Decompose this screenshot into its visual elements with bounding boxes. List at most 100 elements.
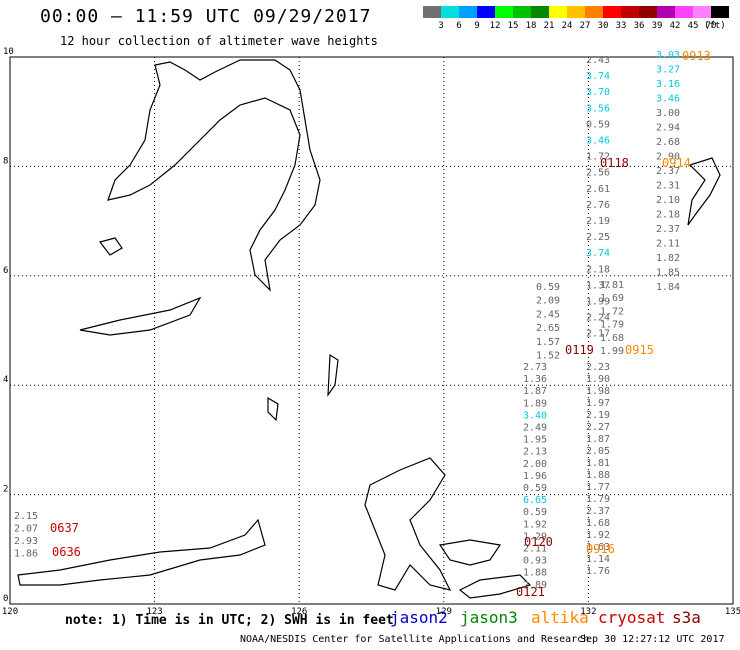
- wave-height-value: 1.99: [600, 346, 624, 357]
- legend-item-cryosat: cryosat: [598, 608, 666, 627]
- coastline: [17, 518, 266, 586]
- wave-height-value: 2.19: [586, 410, 610, 421]
- wave-height-value: 1.63: [586, 542, 610, 553]
- wave-height-value: 2.61: [586, 184, 610, 195]
- colorbar-swatch: [693, 6, 711, 18]
- wave-height-value: 2.76: [586, 200, 610, 211]
- wave-height-value: 3.46: [586, 136, 610, 147]
- wave-height-value: 2.68: [656, 137, 680, 148]
- wave-height-value: 2.24: [586, 313, 610, 324]
- wave-height-value: 3.74: [586, 71, 610, 82]
- wave-height-value: 1.72: [600, 306, 624, 317]
- coastline: [458, 574, 532, 599]
- wave-height-value: 2.94: [656, 123, 680, 134]
- y-tick-label: 2: [3, 485, 8, 495]
- wave-height-value: 2.10: [656, 195, 680, 206]
- x-tick-label: 126: [291, 607, 307, 617]
- colorbar-swatch: [639, 6, 657, 18]
- colorbar-swatch: [567, 6, 585, 18]
- wave-height-value: 2.17: [586, 329, 610, 340]
- legend-item-jason2: jason2: [390, 608, 448, 627]
- coastline: [687, 157, 721, 226]
- colorbar-label: 39: [651, 21, 663, 31]
- wave-height-value: 1.52: [536, 351, 560, 362]
- wave-height-value: 2.05: [586, 446, 610, 457]
- legend-item-s3a: s3a: [672, 608, 701, 627]
- wave-height-value: 3.40: [523, 410, 547, 421]
- wave-height-value: 1.81: [586, 458, 610, 469]
- wave-height-value: 2.27: [586, 422, 610, 433]
- wave-height-value: 2.00: [523, 459, 547, 470]
- wave-height-value: 1.77: [586, 482, 610, 493]
- wave-height-value: 2.45: [536, 309, 560, 320]
- wave-height-value: 1.88: [586, 470, 610, 481]
- wave-height-value: 1.79: [586, 494, 610, 505]
- wave-height-value: 3.74: [586, 248, 610, 259]
- colorbar-label: 9: [474, 21, 480, 31]
- wave-height-value: 1.85: [656, 268, 680, 279]
- pass-time-label: 0637: [50, 521, 79, 535]
- wave-height-value: 1.97: [586, 398, 610, 409]
- wave-height-value: 2.65: [536, 323, 560, 334]
- pass-time-label: 0121: [516, 585, 545, 599]
- wave-height-value: 1.84: [656, 282, 680, 293]
- wave-height-value: 2.31: [656, 181, 680, 192]
- y-tick-label: 6: [3, 266, 8, 276]
- wave-height-value: 1.72: [586, 152, 610, 163]
- wave-height-value: 2.56: [586, 168, 610, 179]
- x-tick-label: 129: [436, 607, 452, 617]
- pass-time-label: 0120: [524, 535, 553, 549]
- wave-height-value: 1.57: [536, 337, 560, 348]
- colorbar-label: 21: [543, 21, 555, 31]
- wave-height-value: 1.92: [586, 530, 610, 541]
- x-tick-label: 132: [580, 607, 596, 617]
- wave-height-value: 1.37: [586, 280, 610, 291]
- coastline: [364, 457, 452, 591]
- wave-height-value: 1.98: [586, 386, 610, 397]
- wave-height-value: 2.37: [656, 224, 680, 235]
- colorbar-swatch: [621, 6, 639, 18]
- wave-height-value: 2.19: [586, 216, 610, 227]
- wave-height-value: 0.59: [523, 483, 547, 494]
- wave-height-value: 3.46: [656, 94, 680, 105]
- wave-height-value: 2.11: [523, 544, 547, 555]
- wave-height-value: 1.96: [523, 471, 547, 482]
- coastline: [438, 539, 502, 566]
- wave-height-value: 2.49: [523, 423, 547, 434]
- wave-height-value: 1.68: [586, 518, 610, 529]
- y-tick-label: 10: [3, 47, 14, 57]
- wave-height-value: 1.14: [586, 554, 610, 565]
- wave-height-value: 0.59: [536, 282, 560, 293]
- colorbar-swatch: [477, 6, 495, 18]
- wave-height-value: 2.37: [656, 166, 680, 177]
- colorbar: [423, 6, 729, 18]
- wave-height-value: 2.90: [656, 152, 680, 163]
- coastline: [327, 353, 339, 398]
- wave-height-value: 2.11: [656, 239, 680, 250]
- wave-height-value: 0.59: [523, 507, 547, 518]
- wave-height-value: 2.18: [586, 264, 610, 275]
- colorbar-swatch: [423, 6, 441, 18]
- pass-time-label: 0914: [662, 156, 691, 170]
- credit-text: NOAA/NESDIS Center for Satellite Applica…: [240, 634, 590, 645]
- coastline: [107, 59, 321, 292]
- wave-height-value: 1.95: [523, 435, 547, 446]
- coastline: [98, 237, 123, 256]
- wave-height-value: 1.81: [600, 280, 624, 291]
- pass-time-label: 0118: [600, 156, 629, 170]
- wave-height-value: 6.65: [523, 495, 547, 506]
- chart-subtitle: 12 hour collection of altimeter wave hei…: [60, 34, 378, 48]
- wave-height-value: 2.73: [523, 362, 547, 373]
- legend-item-altika: altika: [531, 608, 589, 627]
- x-tick-label: 135: [725, 607, 740, 617]
- map-frame: [9, 56, 734, 605]
- wave-height-value: 2.23: [586, 362, 610, 373]
- colorbar-swatch: [675, 6, 693, 18]
- pass-time-label: 0119: [565, 343, 594, 357]
- colorbar-label: 18: [525, 21, 537, 31]
- pass-time-label: 0916: [586, 542, 615, 556]
- pass-time-label: 0915: [625, 343, 654, 357]
- colorbar-label: 12: [489, 21, 501, 31]
- wave-height-value: 2.09: [536, 296, 560, 307]
- colorbar-swatch: [441, 6, 459, 18]
